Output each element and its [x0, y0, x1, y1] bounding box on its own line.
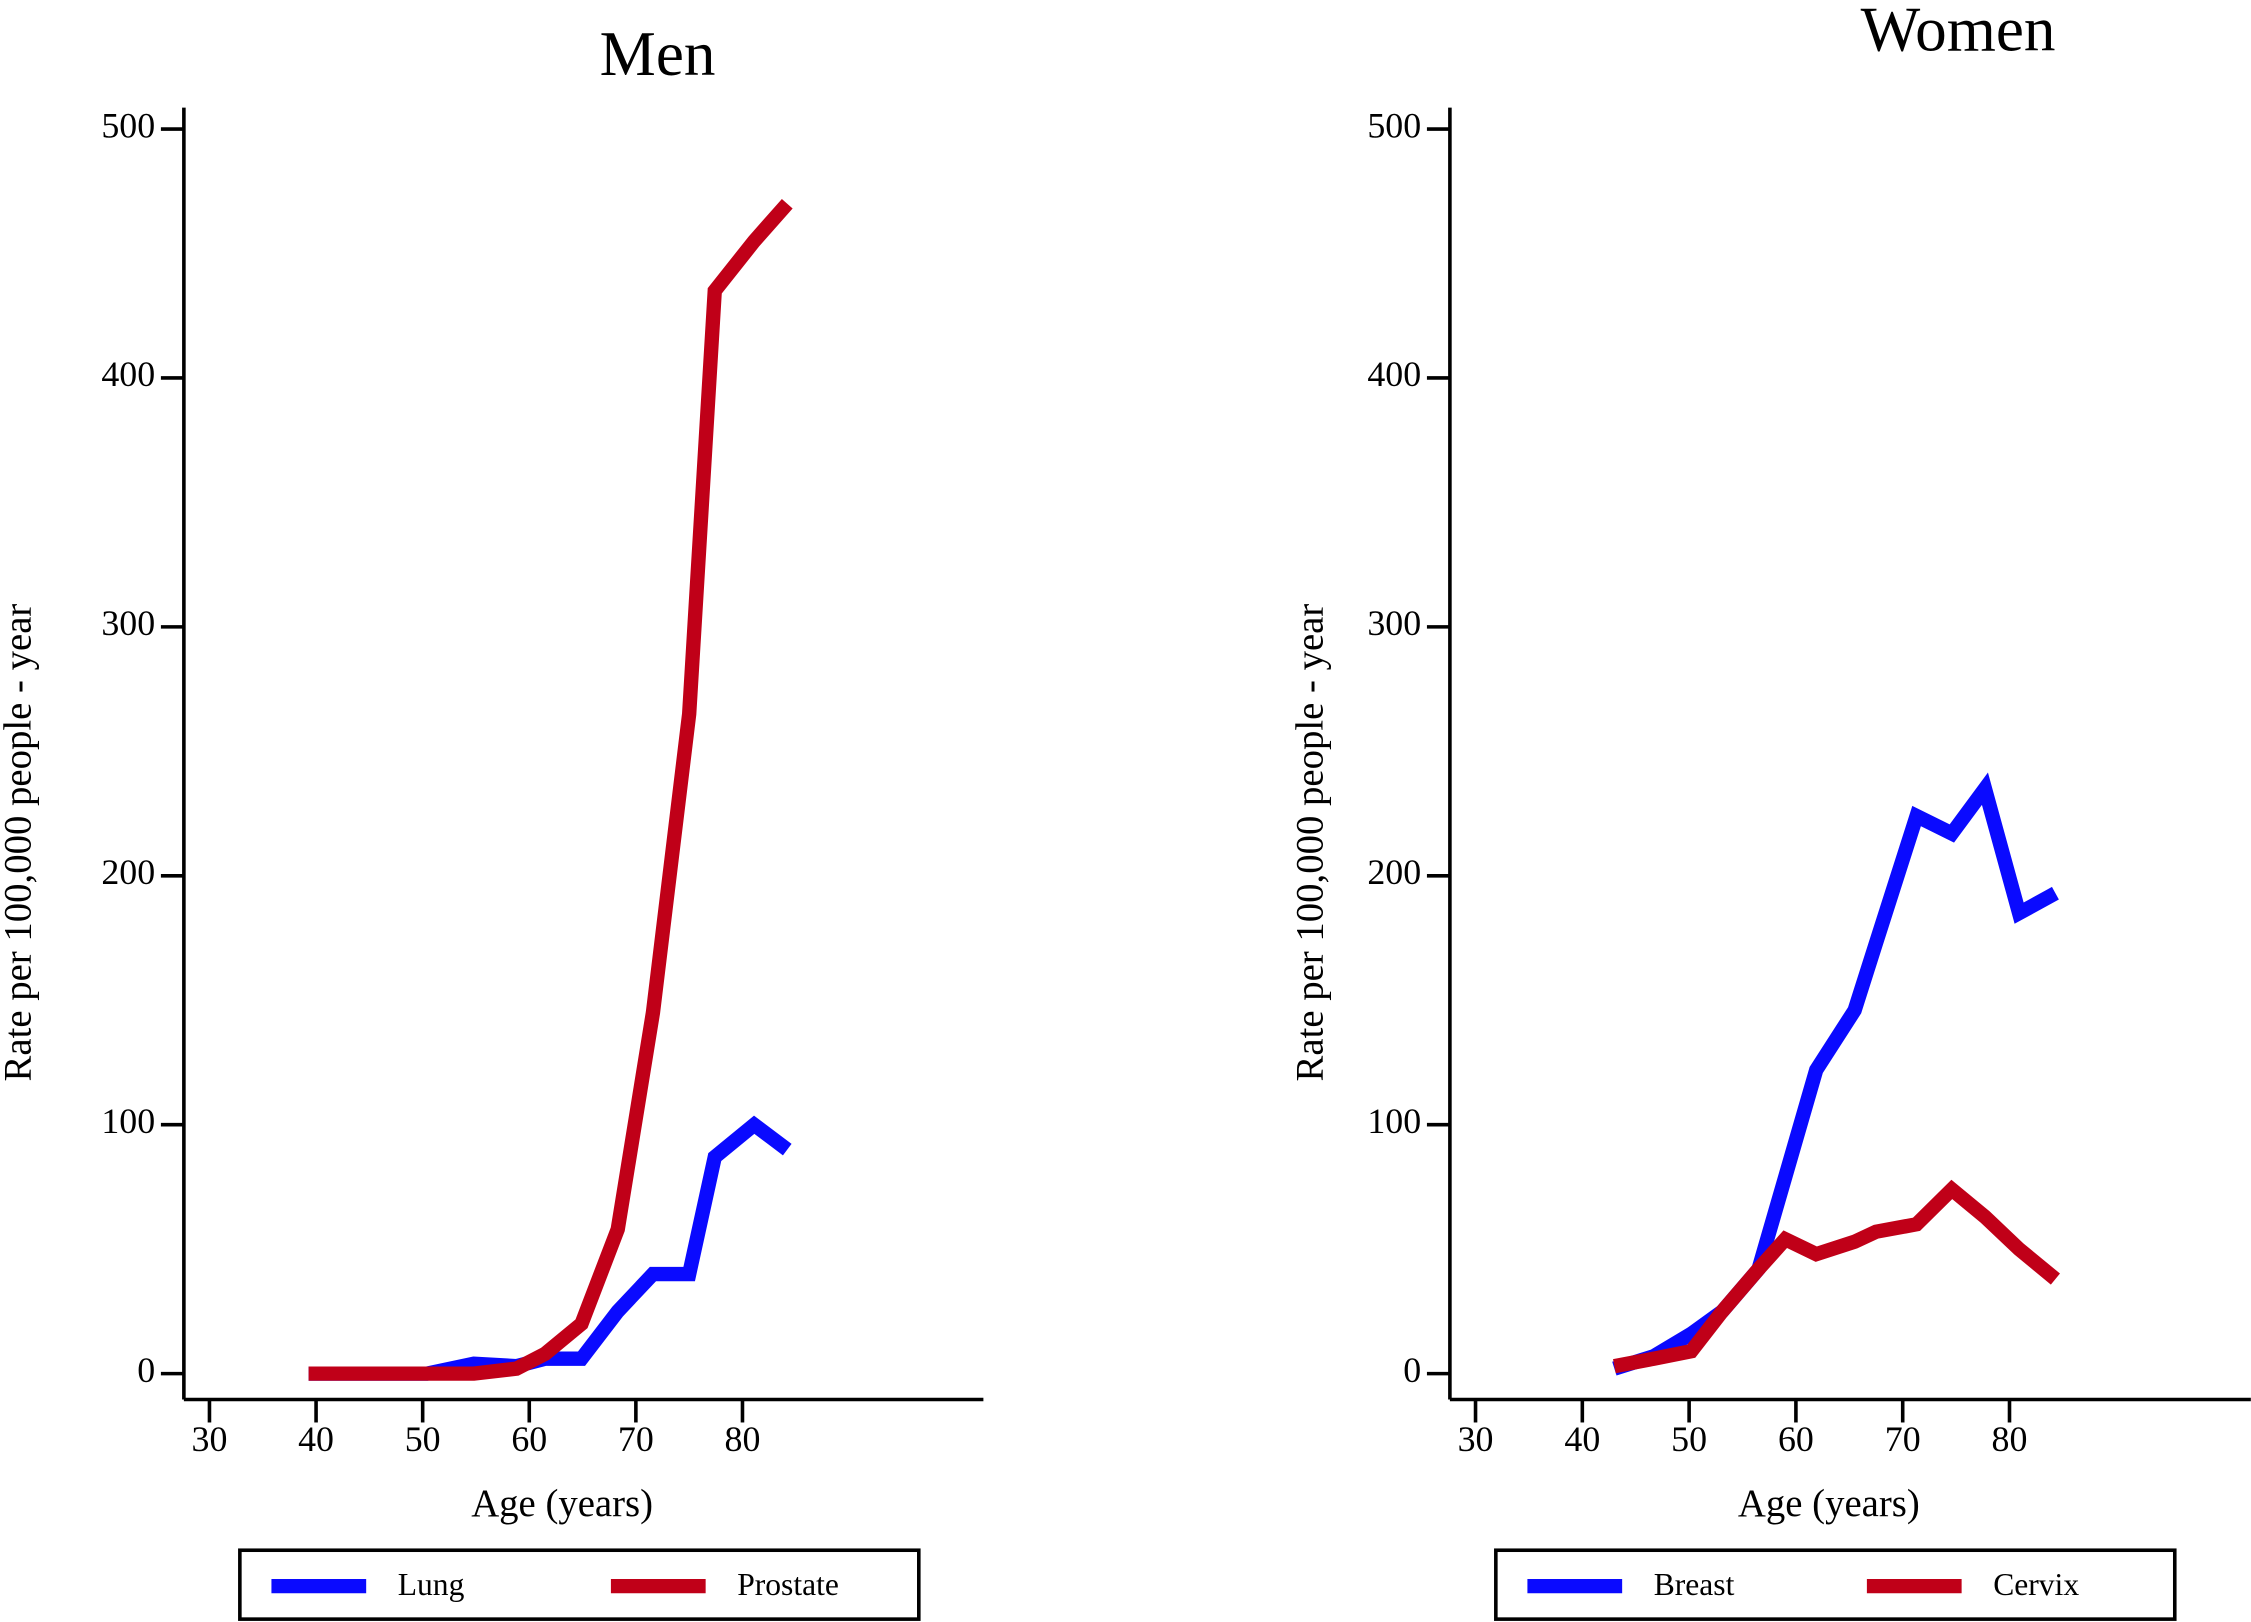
legend-label: Lung [398, 1567, 465, 1602]
y-axis-title: Rate per 100,000 people - year [1288, 604, 1331, 1082]
x-tick-label: 40 [298, 1419, 334, 1459]
x-axis-title: Age (years) [1738, 1482, 1920, 1525]
x-tick-label: 30 [192, 1419, 228, 1459]
x-tick-label: 80 [1992, 1419, 2028, 1459]
legend-box [238, 1548, 921, 1621]
y-tick-label: 300 [101, 603, 155, 643]
data-line [308, 198, 793, 1381]
chart-title: Men [600, 19, 716, 89]
y-tick-label: 100 [101, 1101, 155, 1141]
y-tick-label: 500 [1367, 105, 1421, 145]
legend-box [1494, 1548, 2177, 1621]
data-line [1613, 1179, 2060, 1374]
x-tick-label: 60 [1778, 1419, 1814, 1459]
x-tick-label: 60 [511, 1419, 547, 1459]
y-tick-label: 400 [1367, 354, 1421, 394]
x-axis-title: Age (years) [471, 1482, 653, 1525]
data-line [308, 1115, 792, 1381]
y-tick-label: 0 [1403, 1350, 1421, 1390]
x-tick-label: 30 [1458, 1419, 1494, 1459]
y-tick-label: 500 [101, 105, 155, 145]
y-tick-label: 400 [101, 354, 155, 394]
y-tick-label: 300 [1367, 603, 1421, 643]
y-tick-label: 0 [137, 1350, 155, 1390]
x-tick-label: 50 [1671, 1419, 1707, 1459]
legend-label: Cervix [1993, 1567, 2079, 1602]
legend-label: Breast [1654, 1567, 1735, 1602]
x-tick-label: 80 [725, 1419, 761, 1459]
x-tick-label: 50 [405, 1419, 441, 1459]
y-axis-title: Rate per 100,000 people - year [0, 604, 40, 1082]
chart-title: Women [1861, 0, 2056, 64]
legend-label: Prostate [737, 1567, 839, 1602]
y-tick-label: 200 [1367, 852, 1421, 892]
y-tick-label: 100 [1367, 1101, 1421, 1141]
x-tick-label: 70 [618, 1419, 654, 1459]
data-line [1612, 772, 2059, 1376]
x-tick-label: 40 [1564, 1419, 1600, 1459]
x-tick-label: 70 [1885, 1419, 1921, 1459]
y-tick-label: 200 [101, 852, 155, 892]
